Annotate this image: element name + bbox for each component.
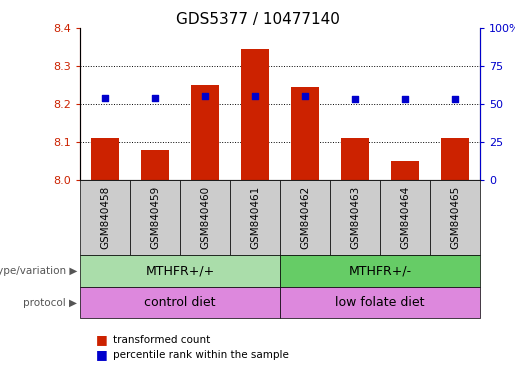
Point <box>101 95 109 101</box>
Text: percentile rank within the sample: percentile rank within the sample <box>113 350 289 360</box>
Text: ■: ■ <box>95 333 107 346</box>
Bar <box>241 49 269 180</box>
Text: protocol ▶: protocol ▶ <box>23 298 77 308</box>
Bar <box>291 87 319 180</box>
Text: low folate diet: low folate diet <box>335 296 425 309</box>
Point <box>151 95 159 101</box>
Text: MTHFR+/+: MTHFR+/+ <box>145 265 215 278</box>
Bar <box>141 150 169 180</box>
Bar <box>391 161 419 180</box>
Bar <box>441 138 469 180</box>
Text: transformed count: transformed count <box>113 334 211 345</box>
Text: ■: ■ <box>95 349 107 361</box>
Text: GSM840459: GSM840459 <box>150 186 160 249</box>
Point <box>201 93 209 99</box>
Point <box>251 93 259 99</box>
Text: GSM840463: GSM840463 <box>350 186 360 249</box>
Point <box>451 96 459 103</box>
Text: GSM840465: GSM840465 <box>450 186 460 249</box>
Bar <box>91 138 119 180</box>
Text: genotype/variation ▶: genotype/variation ▶ <box>0 266 77 276</box>
Point <box>351 96 359 103</box>
Text: control diet: control diet <box>144 296 216 309</box>
Text: GSM840461: GSM840461 <box>250 186 260 249</box>
Text: GSM840458: GSM840458 <box>100 186 110 249</box>
Text: MTHFR+/-: MTHFR+/- <box>349 265 411 278</box>
Bar <box>191 85 219 180</box>
Text: GDS5377 / 10477140: GDS5377 / 10477140 <box>176 12 339 27</box>
Point <box>301 93 309 99</box>
Bar <box>341 138 369 180</box>
Text: GSM840464: GSM840464 <box>400 186 410 249</box>
Text: GSM840462: GSM840462 <box>300 186 310 249</box>
Text: GSM840460: GSM840460 <box>200 186 210 249</box>
Point <box>401 96 409 103</box>
